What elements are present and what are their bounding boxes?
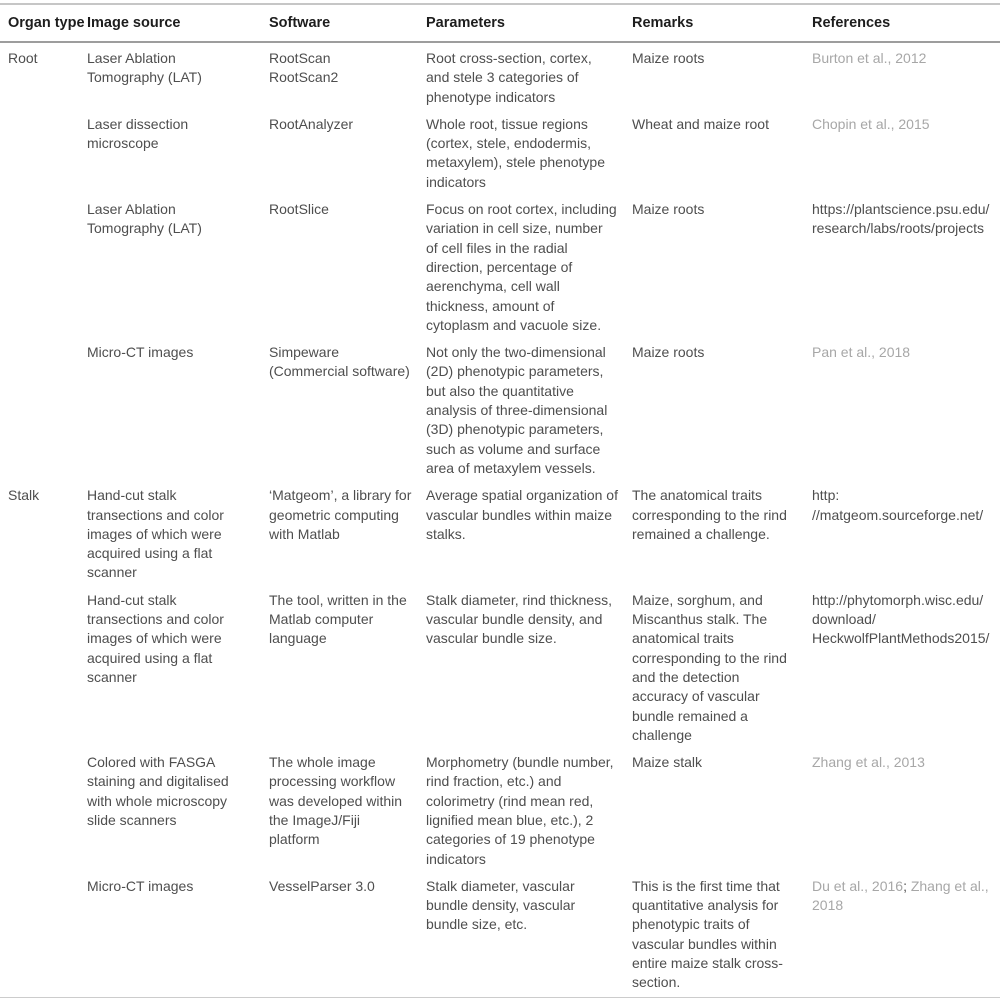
cell-software: RootScan RootScan2 [269,50,339,86]
column-header-source: Image source [87,4,269,43]
cell-software: The tool, written in the Matlab computer… [269,591,407,647]
citation-link[interactable]: Pan et al., 2018 [812,344,911,361]
cell-references: Chopin et al., 2015 [812,111,1000,196]
cell-references: Pan et al., 2018 [812,339,1000,482]
cell-remarks: Maize roots [632,344,705,361]
cell-references: Zhang et al., 2013 [812,749,1000,873]
cell-parameters: Whole root, tissue regions (cortex, stel… [426,115,605,190]
table-row: Micro-CT images VesselParser 3.0 Stalk dia… [0,873,1000,997]
cell-parameters: Root cross-section, cortex, and stele 3 … [426,50,592,105]
url-link[interactable]: http://phytomorph.wisc.edu/ download/ He… [812,591,990,647]
reference-separator: ; [903,877,911,894]
cell-remarks: This is the first time that quantitative… [632,877,783,991]
cell-references: Du et al., 2016; Zhang et al., 2018 [812,873,1000,997]
cell-parameters: Focus on root cortex, including variatio… [426,201,617,333]
cell-source: Colored with FASGA staining and digitali… [87,754,229,828]
cell-references: http://phytomorph.wisc.edu/ download/ He… [812,587,1000,749]
cell-software: RootSlice [269,201,329,218]
cell-source: Micro-CT images [87,344,194,361]
cell-parameters: Stalk diameter, vascular bundle density,… [426,877,576,933]
citation-link[interactable]: Du et al., 2016 [812,877,904,894]
column-header-software: Software [269,4,426,43]
cell-remarks: Maize roots [632,201,705,218]
table-row: Colored with FASGA staining and digitali… [0,749,1000,873]
cell-source: Laser Ablation Tomography (LAT) [87,201,202,237]
table-row: Root Laser Ablation Tomography (LAT) RootS… [0,42,1000,111]
cell-organ: Stalk [8,487,40,504]
cell-source: Hand-cut stalk transections and color im… [87,591,224,685]
table-header-row: Organ type Image source Software Parameters… [0,4,1000,43]
cell-source: Hand-cut stalk transections and color im… [87,487,224,581]
cell-remarks: Maize stalk [632,754,703,771]
cell-parameters: Average spatial organization of vascular… [426,487,618,542]
cell-parameters: Not only the two-dimensional (2D) phenot… [426,344,608,476]
cell-organ [0,196,87,339]
cell-organ [0,587,87,749]
table-body: Root Laser Ablation Tomography (LAT) RootS… [0,42,1000,997]
table-row: Micro-CT images Simpeware (Commercial sof… [0,339,1000,482]
cell-parameters: Stalk diameter, rind thickness, vascular… [426,591,612,647]
cell-software: Simpeware (Commercial software) [269,344,410,380]
cell-organ [0,749,87,873]
cell-organ [0,339,87,482]
cell-source: Laser Ablation Tomography (LAT) [87,50,202,86]
cell-references: http: //matgeom.sourceforge.net/ [812,482,1000,586]
citation-link[interactable]: Zhang et al., 2013 [812,754,925,771]
cell-organ [0,873,87,997]
citation-link[interactable]: Burton et al., 2012 [812,50,927,66]
table-row: Laser dissection microscope RootAnalyzer W… [0,111,1000,196]
table-row: Hand-cut stalk transections and color im… [0,587,1000,749]
cell-software: VesselParser 3.0 [269,877,375,894]
cell-remarks: Maize, sorghum, and Miscanthus stalk. Th… [632,591,787,743]
cell-references: Burton et al., 2012 [812,42,1000,111]
cell-software: ‘Matgeom’, a library for geometric compu… [269,487,412,542]
cell-remarks: The anatomical traits corresponding to t… [632,487,787,542]
table-row: Stalk Hand-cut stalk transections and col… [0,482,1000,586]
column-header-remarks: Remarks [632,4,812,43]
cell-references: https://plantscience.psu.edu/ research/l… [812,196,1000,339]
url-link[interactable]: http: //matgeom.sourceforge.net/ [812,487,984,523]
cell-source: Micro-CT images [87,877,194,894]
cell-organ: Root [8,50,38,66]
column-header-parameters: Parameters [426,4,632,43]
phenotyping-software-table: Organ type Image source Software Parameters… [0,3,1000,998]
url-link[interactable]: https://plantscience.psu.edu/ research/l… [812,201,990,237]
cell-remarks: Maize roots [632,50,705,66]
cell-source: Laser dissection microscope [87,115,189,152]
table-header: Organ type Image source Software Parameters… [0,4,1000,43]
column-header-organ: Organ type [0,4,87,43]
table-row: Laser Ablation Tomography (LAT) RootSlice… [0,196,1000,339]
cell-software: The whole image processing workflow was … [269,754,403,848]
cell-organ [0,111,87,196]
cell-software: RootAnalyzer [269,115,354,132]
citation-link[interactable]: Chopin et al., 2015 [812,115,930,132]
column-header-references: References [812,4,1000,43]
cell-remarks: Wheat and maize root [632,115,769,132]
cell-parameters: Morphometry (bundle number, rind fractio… [426,754,614,867]
